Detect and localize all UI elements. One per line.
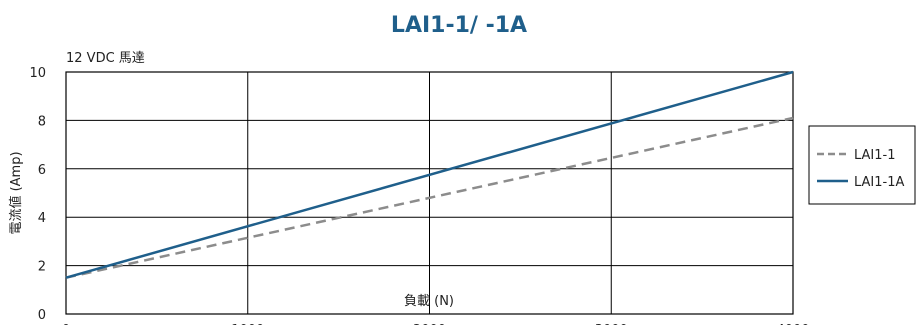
y-tick-label: 4	[38, 211, 46, 226]
legend-label: LAI1-1	[854, 148, 896, 163]
chart-subtitle: 12 VDC 馬達	[66, 51, 145, 66]
y-tick-label: 2	[38, 260, 46, 275]
y-axis-label: 電流値 (Amp)	[8, 151, 24, 234]
y-tick-label: 10	[29, 66, 46, 81]
series-line-lai1-1a	[65, 70, 794, 279]
y-tick-labels: 0 2 4 6 8 10	[29, 66, 46, 323]
y-tick-label: 8	[38, 114, 46, 129]
chart-title: LAI1-1/ -1A	[391, 13, 527, 38]
legend: LAI1-1 LAI1-1A	[808, 125, 916, 205]
grid-lines	[66, 72, 793, 314]
x-axis-label: 負載 (N)	[404, 294, 454, 309]
series-line-lai1-1	[65, 116, 794, 279]
legend-box	[808, 125, 916, 205]
series-lines	[65, 70, 794, 279]
y-tick-label: 0	[38, 308, 46, 323]
legend-label: LAI1-1A	[854, 175, 905, 190]
y-tick-label: 6	[38, 163, 46, 178]
